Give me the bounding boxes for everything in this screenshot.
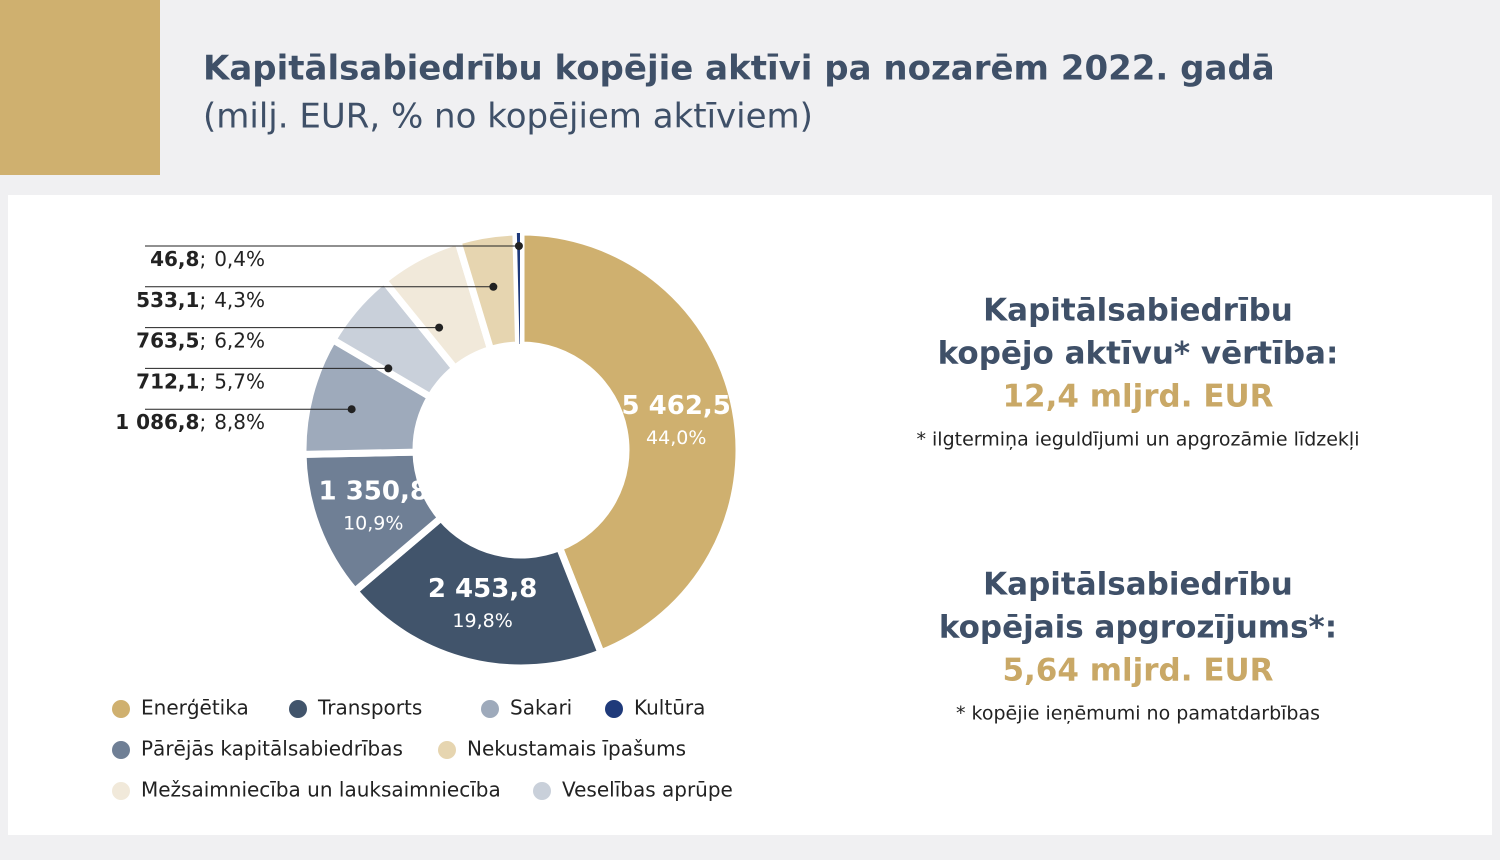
slice — [514, 230, 522, 347]
callout-value: 533,1 — [136, 287, 199, 311]
callout-label: 533,1; 4,3% — [136, 287, 265, 311]
slice-share-label: 19,8% — [452, 610, 512, 632]
slice-value-label: 5 462,5 — [622, 391, 731, 421]
callout-value: 1 086,8 — [115, 410, 199, 434]
summary-note: * kopējie ieņēmumi no pamatdarbības — [956, 703, 1320, 725]
panel — [8, 195, 1492, 835]
leader-dot — [384, 364, 393, 373]
legend-label: Nekustamais īpašums — [467, 737, 686, 761]
legend-swatch — [438, 741, 456, 759]
legend-swatch — [289, 700, 307, 718]
legend-label: Enerģētika — [141, 696, 249, 720]
summary-value: 5,64 mljrd. EUR — [1002, 653, 1273, 689]
callout-label: 1 086,8; 8,8% — [115, 410, 265, 434]
legend-swatch — [112, 741, 130, 759]
callout-separator: ; — [199, 328, 206, 352]
subtitle: (milj. EUR, % no kopējiem aktīviem) — [203, 97, 813, 137]
leader-dot — [489, 282, 498, 291]
legend-label: Transports — [317, 696, 422, 720]
summary-heading: Kapitālsabiedrību — [983, 567, 1293, 603]
callout-label: 46,8; 0,4% — [150, 247, 265, 271]
legend-label: Pārējās kapitālsabiedrības — [141, 737, 403, 761]
summary-heading: kopējais apgrozījums*: — [939, 610, 1337, 646]
legend-label: Sakari — [510, 696, 572, 720]
legend-swatch — [605, 700, 623, 718]
legend-swatch — [481, 700, 499, 718]
accent-block — [0, 0, 160, 175]
slice — [349, 513, 606, 672]
callout-share: 6,2% — [214, 328, 265, 352]
title: Kapitālsabiedrību kopējie aktīvi pa noza… — [203, 49, 1275, 89]
legend-label: Mežsaimniecība un lauksaimniecība — [141, 778, 501, 802]
callout-separator: ; — [199, 247, 206, 271]
leader-dot — [514, 242, 523, 250]
slice-value-label: 2 453,8 — [428, 574, 537, 604]
legend-label: Kultūra — [634, 696, 705, 720]
callout-value: 46,8 — [150, 247, 199, 271]
slice — [517, 228, 743, 658]
legend-label: Veselības aprūpe — [562, 778, 733, 802]
callout-share: 8,8% — [214, 410, 265, 434]
callout-label: 763,5; 6,2% — [136, 328, 265, 352]
slice-share-label: 44,0% — [646, 427, 706, 449]
summary-value: 12,4 mljrd. EUR — [1002, 379, 1273, 415]
callout-value: 763,5 — [136, 328, 199, 352]
callout-separator: ; — [199, 369, 206, 393]
slice-share-label: 10,9% — [343, 512, 403, 534]
leader-dot — [435, 323, 444, 332]
summary-heading: kopējo aktīvu* vērtība: — [938, 336, 1339, 372]
callout-value: 712,1 — [136, 369, 199, 393]
callout-share: 4,3% — [214, 287, 265, 311]
callout-separator: ; — [199, 287, 206, 311]
slice-value-label: 1 350,8 — [319, 476, 428, 506]
leader-dot — [347, 405, 356, 414]
callout-separator: ; — [199, 410, 206, 434]
legend-swatch — [533, 782, 551, 800]
callout-share: 0,4% — [214, 247, 265, 271]
callout-share: 5,7% — [214, 369, 265, 393]
callout-label: 712,1; 5,7% — [136, 369, 265, 393]
legend-swatch — [112, 782, 130, 800]
legend-swatch — [112, 700, 130, 718]
summary-note: * ilgtermiņa ieguldījumi un apgrozāmie l… — [916, 429, 1359, 451]
summary-heading: Kapitālsabiedrību — [983, 293, 1293, 329]
